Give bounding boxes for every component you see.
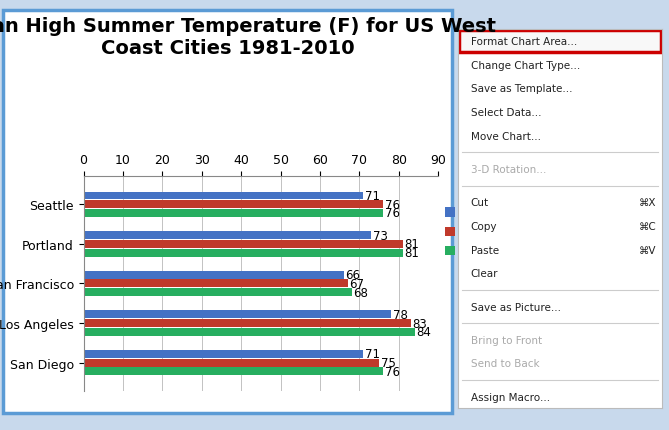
Text: 3-D Rotation...: 3-D Rotation... xyxy=(470,165,546,175)
Text: 76: 76 xyxy=(385,207,400,220)
Bar xyxy=(84,289,351,296)
Bar xyxy=(84,280,348,288)
Text: 75: 75 xyxy=(381,356,396,369)
Text: 84: 84 xyxy=(417,326,432,338)
Text: Change Chart Type...: Change Chart Type... xyxy=(470,61,580,71)
Text: ⌘C: ⌘C xyxy=(638,221,656,231)
Bar xyxy=(84,232,371,240)
Text: 71: 71 xyxy=(365,190,380,203)
Text: 81: 81 xyxy=(405,238,419,251)
Bar xyxy=(84,319,411,327)
Text: ⌘X: ⌘X xyxy=(639,198,656,208)
Bar xyxy=(84,310,391,319)
Text: Select Data...: Select Data... xyxy=(470,108,541,118)
Bar xyxy=(84,209,383,218)
Text: Bring to Front: Bring to Front xyxy=(470,335,542,345)
Text: Assign Macro...: Assign Macro... xyxy=(470,392,550,402)
Text: Copy: Copy xyxy=(470,221,497,231)
Text: ⌘V: ⌘V xyxy=(639,245,656,255)
Text: 71: 71 xyxy=(365,348,380,361)
Bar xyxy=(84,328,415,336)
Text: 76: 76 xyxy=(385,198,400,211)
Text: 68: 68 xyxy=(353,286,369,299)
Bar xyxy=(84,271,344,279)
Text: Move Chart...: Move Chart... xyxy=(470,132,541,141)
Bar xyxy=(460,31,661,52)
Bar xyxy=(84,192,363,200)
Text: Format Chart Area...: Format Chart Area... xyxy=(470,37,577,47)
Text: 83: 83 xyxy=(413,317,427,330)
Text: Save as Template...: Save as Template... xyxy=(470,84,572,94)
Bar xyxy=(84,201,383,209)
Text: Send to Back: Send to Back xyxy=(470,359,539,369)
Text: 76: 76 xyxy=(385,365,400,378)
Bar xyxy=(84,240,403,248)
Text: 67: 67 xyxy=(350,277,365,290)
Bar xyxy=(84,359,379,367)
Text: 81: 81 xyxy=(405,246,419,259)
Text: Clear: Clear xyxy=(470,269,498,279)
Text: 73: 73 xyxy=(373,229,388,242)
Text: Mean High Summer Temperature (F) for US West
Coast Cities 1981-2010: Mean High Summer Temperature (F) for US … xyxy=(0,17,496,58)
Text: 78: 78 xyxy=(393,308,408,321)
Text: Paste: Paste xyxy=(470,245,498,255)
Bar xyxy=(84,368,383,375)
Text: Cut: Cut xyxy=(470,198,488,208)
Text: Save as Picture...: Save as Picture... xyxy=(470,302,561,312)
Bar xyxy=(84,249,403,257)
Text: 66: 66 xyxy=(346,269,361,282)
Bar xyxy=(84,350,363,358)
